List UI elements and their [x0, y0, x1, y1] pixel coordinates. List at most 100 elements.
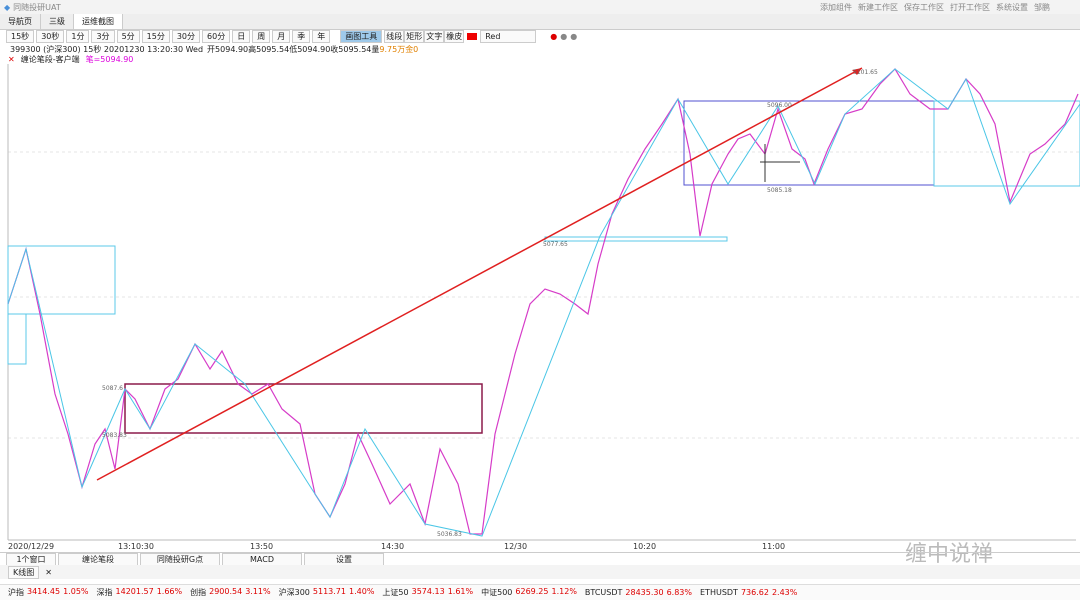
ticker-price: 14201.57: [115, 587, 154, 596]
ticker-price: 28435.30: [625, 588, 664, 597]
stroke-lines: [7, 68, 1080, 537]
app-title: 同随投研UAT: [13, 2, 61, 12]
draw-tool[interactable]: 文字: [424, 30, 445, 43]
period-button[interactable]: 15秒: [6, 30, 35, 43]
ticker-change: 6.83%: [666, 588, 692, 597]
cursor: [760, 144, 800, 182]
period-button[interactable]: 15分: [141, 30, 170, 43]
price-label: 5085.18: [767, 187, 792, 194]
draw-tool[interactable]: 矩形: [404, 30, 425, 43]
bottom-tab[interactable]: MACD: [222, 552, 302, 566]
bottom-tab[interactable]: 1个窗口: [6, 552, 56, 566]
ticker-name: 深指: [96, 588, 113, 597]
ticker-price: 2900.54: [209, 587, 243, 596]
tab[interactable]: 三级: [41, 14, 74, 29]
ticker-bar: 沪指 3414.45 1.05% 深指 14201.57 1.66% 创指 2900.54 3.…: [0, 584, 1080, 600]
ticker-change: 1.61%: [447, 587, 474, 596]
title-link[interactable]: 打开工作区: [950, 2, 990, 12]
price-label: 5087.6: [102, 385, 123, 392]
time-label: 13:50: [250, 542, 273, 551]
ticker: ETHUSDT 736.62 2.43%: [700, 588, 797, 597]
chart-area: 5101.65 5096.00 5085.18 5077.65 5087.6 5083.8…: [7, 64, 1080, 551]
boxes: [7, 100, 1080, 434]
ticker-name: 上证50: [382, 588, 409, 597]
indicator-line: ✕ 缠论笔段-客户端 笔=5094.90: [0, 54, 1080, 64]
period-button[interactable]: 日: [232, 30, 251, 43]
ticker-name: ETHUSDT: [700, 588, 738, 597]
period-button[interactable]: 5分: [116, 30, 140, 43]
period-button[interactable]: 30秒: [36, 30, 65, 43]
ticker-price: 6269.25: [515, 587, 549, 596]
ticker-change: 1.66%: [156, 587, 183, 596]
title-link[interactable]: 邹鹏: [1034, 2, 1050, 12]
title-link[interactable]: 保存工作区: [904, 2, 944, 12]
period-button[interactable]: 年: [312, 30, 331, 43]
color-swatch: [467, 33, 478, 40]
bottom-tab[interactable]: 同随投研G点: [140, 552, 220, 566]
ticker: 沪指 3414.45 1.05%: [8, 587, 89, 598]
time-label: 11:00: [762, 542, 785, 551]
period-buttons: 15秒 30秒 1分 3分 5分 15分 30分 60分日周月季年: [6, 30, 332, 43]
price-label: 5101.65: [853, 69, 878, 76]
dot[interactable]: ●: [570, 32, 578, 41]
ohlc: 开5094.90高5095.54低5094.90收5095.54量: [207, 44, 380, 54]
ticker-change: 1.05%: [63, 587, 89, 596]
time-label: 2020/12/29: [8, 542, 54, 551]
info-line: 399300 (沪深300) 15秒 20201230 13:20:30 Wed…: [0, 44, 1080, 54]
period-button[interactable]: 季: [292, 30, 311, 43]
draw-tools: 画图工具 线段 矩形 文字 橡皮: [340, 30, 465, 43]
ticker: 中证500 6269.25 1.12%: [481, 587, 577, 598]
period-button[interactable]: 60分: [202, 30, 231, 43]
period-button[interactable]: 1分: [66, 30, 90, 43]
ticker-change: 3.11%: [245, 587, 271, 596]
indicator-value: 笔=5094.90: [85, 54, 134, 64]
bottom-tabs: 1个窗口 缠论笔段 同随投研G点 MACD 设置: [0, 552, 1080, 566]
close-icon[interactable]: ✕: [8, 54, 15, 64]
draw-tool[interactable]: 画图工具: [340, 30, 383, 43]
ticker-price: 3574.13: [411, 587, 445, 596]
ticker: 深指 14201.57 1.66%: [97, 587, 183, 598]
ticker-name: 创指: [190, 588, 207, 597]
price-trace: [7, 68, 1079, 535]
trend-line: [96, 67, 863, 481]
period-button[interactable]: 3分: [91, 30, 115, 43]
ticker-price: 3414.45: [27, 587, 61, 596]
title-link[interactable]: 系统设置: [996, 2, 1028, 12]
bottom-tab[interactable]: 设置: [304, 552, 384, 566]
time-label: 14:30: [381, 542, 404, 551]
app-icon: ◆: [4, 2, 11, 12]
period-button[interactable]: 30分: [171, 30, 201, 43]
draw-tool[interactable]: 线段: [384, 30, 405, 43]
ticker-price: 5113.71: [312, 587, 346, 596]
period-button[interactable]: 周: [252, 30, 271, 43]
ticker-name: BTCUSDT: [584, 588, 623, 597]
title-bar: ◆ 同随投研UAT 添加组件 新建工作区 保存工作区 打开工作区 系统设置 邹鹏: [0, 0, 1080, 14]
price-label: 5036.83: [437, 531, 462, 538]
ticker-change: 2.43%: [771, 588, 798, 597]
chart-tab[interactable]: K线图: [8, 565, 40, 579]
tab[interactable]: 导航页: [0, 14, 41, 29]
tab[interactable]: 运维截图: [74, 14, 123, 29]
extra: 金0: [405, 44, 419, 54]
color-select[interactable]: Red: [480, 30, 537, 43]
price-label: 5096.00: [767, 102, 792, 109]
ticker: 上证50 3574.13 1.61%: [382, 587, 473, 598]
tab-bar: 导航页 三级 运维截图: [0, 14, 1080, 30]
ticker-name: 中证500: [481, 588, 513, 597]
dot[interactable]: ●: [560, 32, 568, 41]
indicator-name: 缠论笔段-客户端: [20, 54, 80, 64]
title-link[interactable]: 新建工作区: [858, 2, 898, 12]
ticker-change: 1.40%: [349, 587, 375, 596]
grid: [8, 151, 1080, 439]
ticker: 沪深300 5113.71 1.40%: [279, 587, 375, 598]
bottom-tab[interactable]: 缠论笔段: [58, 552, 138, 566]
close-icon[interactable]: ✕: [45, 567, 52, 577]
chart-tab-row: K线图 ✕: [0, 565, 1080, 579]
period-button[interactable]: 月: [272, 30, 291, 43]
title-link[interactable]: 添加组件: [820, 2, 852, 12]
time-label: 13:10:30: [118, 542, 154, 551]
arrow-head: [852, 68, 862, 75]
dot[interactable]: ●: [550, 32, 558, 41]
draw-tool[interactable]: 橡皮: [444, 30, 465, 43]
